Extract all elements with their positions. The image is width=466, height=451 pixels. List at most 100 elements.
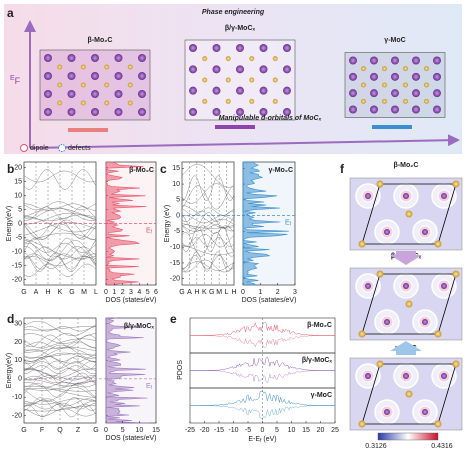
y-tick-label: -20 (170, 276, 180, 283)
k-point-label: G (69, 289, 74, 296)
mo-atom (349, 72, 357, 81)
c-atom (249, 56, 255, 62)
band-line (181, 225, 235, 234)
pdos-curve (190, 370, 335, 384)
y-tick-label: -10 (12, 248, 22, 255)
y-tick-label: -15 (12, 262, 22, 269)
mo-atom (433, 105, 441, 114)
fermi-label: Ef (146, 383, 153, 391)
phase-label: β-Mo₂C (88, 37, 113, 44)
mo-atom (114, 108, 123, 116)
band-line (23, 170, 97, 183)
mo-atom (114, 54, 123, 62)
x-tick-label: 10 (135, 427, 143, 434)
band-line (24, 365, 97, 374)
band-line (23, 238, 97, 259)
x-tick-label: 5 (275, 427, 279, 434)
mo-atom (44, 54, 52, 62)
phase-label: γ-MoC (384, 37, 405, 44)
band-line (181, 185, 235, 210)
mo-atom (189, 44, 197, 52)
band-line (23, 372, 97, 387)
x-tick-label: 2 (121, 289, 125, 296)
mo-atom (384, 229, 390, 235)
band-line (23, 386, 97, 392)
c-atom (202, 56, 208, 62)
x-tick-label: 0 (104, 427, 108, 434)
fermi-label: Ef (285, 219, 292, 227)
mo-atom (433, 89, 441, 98)
up-arrow (390, 341, 422, 355)
phase-bar (372, 125, 412, 129)
mo-atom (114, 90, 123, 98)
x-tick-label: -20 (199, 427, 209, 434)
band-line (23, 408, 97, 417)
x-tick-label: 5 (146, 289, 150, 296)
mo-atom (384, 409, 390, 415)
band-line (24, 347, 97, 353)
mo-atom (114, 72, 123, 80)
c-atom (376, 360, 384, 368)
fermi-axis-label: EF (10, 75, 21, 87)
band-line (23, 326, 97, 332)
band-line (23, 242, 97, 253)
x-tick-label: -10 (228, 427, 238, 434)
band-line (23, 255, 97, 270)
y-tick-label: -5 (16, 234, 22, 241)
y-axis-label: Energy(eV) (6, 206, 13, 241)
k-point-label: G (21, 289, 26, 296)
band-line (23, 398, 97, 406)
band-line (23, 349, 97, 364)
x-tick-label: 25 (331, 427, 339, 434)
band-line (181, 226, 235, 252)
band-line (23, 333, 97, 344)
mo-atom (391, 56, 399, 65)
band-line (23, 341, 97, 349)
c-atom (452, 270, 460, 278)
phase-bar (215, 125, 255, 129)
k-point-label: F (40, 427, 44, 434)
mo-atom (138, 54, 146, 62)
band-line (181, 212, 235, 230)
y-tick-label: 20 (14, 164, 22, 171)
mo-atom (349, 89, 357, 98)
c-atom (104, 64, 110, 70)
y-tick-label: 30 (14, 320, 22, 327)
mo-atom (44, 72, 52, 80)
band-line (23, 256, 97, 267)
colorbar-max: 0.4316 (431, 443, 453, 450)
fermi-main: E (146, 383, 151, 390)
y-tick-label: -20 (12, 412, 22, 419)
charge-map (349, 177, 463, 251)
mo-atom (189, 86, 197, 95)
c-atom (403, 82, 408, 88)
band-line (23, 388, 96, 398)
y-axis-label: Energy (eV) (164, 205, 171, 242)
band-line (23, 397, 97, 411)
fermi-main: E (285, 219, 290, 226)
band-line (23, 169, 97, 190)
c-atom (382, 98, 387, 104)
x-tick-label: 0 (241, 289, 245, 296)
fermi-sub: f (151, 230, 153, 236)
mo-atom (189, 65, 197, 74)
k-point-label: H (231, 289, 236, 296)
mo-atom (422, 229, 428, 235)
x-tick-label: 15 (152, 427, 160, 434)
c-atom (361, 98, 366, 104)
x-tick-label: -25 (185, 427, 195, 434)
panel-label: a (7, 6, 14, 20)
band-line (23, 375, 96, 381)
map-label: β-Mo₂C (394, 162, 419, 169)
c-atom (424, 98, 429, 104)
c-atom (434, 330, 442, 338)
panel-label: c (160, 162, 167, 176)
band-line (23, 217, 97, 239)
x-tick-label: 20 (317, 427, 325, 434)
phase-bar (68, 128, 108, 132)
y-tick-label: 15 (14, 178, 22, 185)
band-line (23, 321, 97, 336)
y-tick-label: -10 (170, 244, 180, 251)
c-atom (452, 180, 460, 188)
mo-atom (370, 89, 378, 98)
